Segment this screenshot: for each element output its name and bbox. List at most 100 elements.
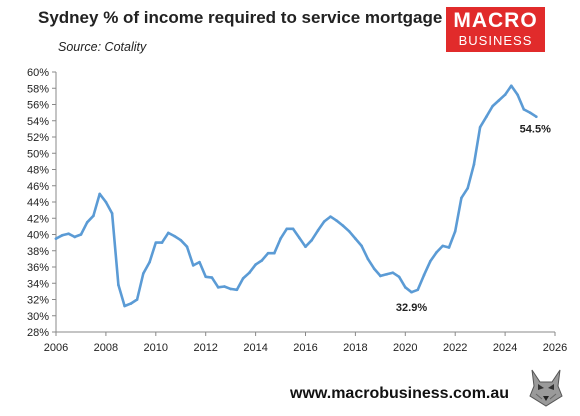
data-point	[73, 235, 77, 239]
data-point	[428, 260, 432, 263]
data-point	[129, 302, 133, 305]
data-point	[354, 237, 357, 240]
data-point	[335, 219, 338, 222]
data-point	[360, 244, 363, 248]
y-tick-label: 44%	[27, 197, 49, 209]
y-tick-label: 48%	[27, 165, 49, 177]
data-point	[516, 93, 519, 97]
data-point	[329, 215, 332, 218]
data-point	[260, 259, 264, 262]
data-point	[491, 104, 494, 108]
y-tick-label: 52%	[27, 132, 49, 144]
y-tick-label: 30%	[27, 311, 49, 323]
y-tick-label: 54%	[27, 116, 49, 128]
data-point	[385, 273, 388, 276]
data-point	[466, 186, 469, 190]
series-line	[54, 84, 538, 308]
data-point	[92, 214, 95, 218]
data-point	[453, 229, 457, 233]
x-tick-label: 2022	[443, 342, 467, 354]
data-point	[478, 125, 482, 129]
y-tick-label: 50%	[27, 148, 49, 160]
data-point	[485, 115, 488, 118]
y-tick-label: 56%	[27, 100, 49, 112]
data-point	[297, 236, 301, 240]
x-tick-label: 2010	[144, 342, 168, 354]
data-point	[210, 276, 214, 279]
data-point	[198, 260, 201, 264]
data-point	[441, 244, 445, 248]
low-value-label: 32.9%	[396, 302, 427, 314]
data-point	[304, 245, 307, 248]
data-point	[204, 275, 207, 279]
data-point	[347, 229, 351, 233]
x-tick-label: 2008	[94, 342, 118, 354]
data-point	[422, 273, 426, 277]
wolf-logo-icon	[526, 366, 566, 408]
data-point	[135, 298, 139, 301]
data-point	[148, 260, 151, 264]
data-point	[404, 286, 407, 289]
x-tick-label: 2026	[543, 342, 567, 354]
y-tick-label: 60%	[27, 67, 49, 79]
chart-source: Source: Cotality	[58, 40, 147, 54]
data-point	[191, 264, 195, 267]
data-point	[229, 287, 232, 291]
data-point	[54, 237, 58, 240]
data-point	[310, 238, 314, 242]
data-point	[67, 232, 70, 235]
chart-title: Sydney % of income required to service m…	[38, 8, 443, 27]
y-tick-label: 28%	[27, 327, 49, 339]
data-point	[142, 272, 145, 275]
data-point	[497, 99, 501, 102]
data-point	[254, 263, 257, 266]
data-point	[110, 212, 114, 215]
data-point	[185, 245, 189, 248]
y-tick-label: 32%	[27, 295, 49, 307]
y-tick-label: 34%	[27, 278, 49, 290]
data-point	[173, 234, 176, 238]
data-point	[522, 108, 526, 111]
data-point	[316, 229, 320, 232]
data-point	[79, 233, 83, 236]
x-tick-label: 2014	[243, 342, 267, 354]
data-point	[391, 271, 395, 274]
data-point	[416, 288, 420, 292]
data-point	[341, 224, 345, 227]
y-tick-label: 58%	[27, 83, 49, 95]
y-tick-label: 38%	[27, 246, 49, 258]
data-point	[279, 237, 282, 240]
y-tick-label: 40%	[27, 230, 49, 242]
data-point	[460, 196, 463, 200]
data-point	[160, 241, 164, 244]
data-point	[223, 285, 226, 288]
footer-url: www.macrobusiness.com.au	[290, 385, 510, 402]
y-tick-label: 36%	[27, 262, 49, 274]
x-tick-label: 2018	[343, 342, 367, 354]
data-point	[98, 192, 101, 196]
y-tick-label: 46%	[27, 181, 49, 193]
data-point	[60, 234, 64, 237]
data-point	[410, 290, 413, 294]
data-point	[379, 274, 382, 278]
data-point	[216, 286, 220, 289]
data-point	[248, 271, 251, 274]
data-point	[273, 251, 276, 255]
x-tick-label: 2020	[393, 342, 417, 354]
data-point	[241, 277, 245, 280]
data-point	[397, 275, 401, 279]
data-point	[503, 93, 507, 97]
data-point	[235, 288, 239, 292]
latest-value-label: 54.5%	[520, 124, 551, 136]
data-point	[510, 84, 513, 88]
data-point	[372, 267, 376, 270]
logo-line-2: BUSINESS	[458, 33, 533, 48]
data-point	[528, 111, 532, 114]
data-point	[154, 241, 158, 244]
data-point	[322, 220, 326, 223]
data-point	[104, 200, 108, 204]
data-point	[291, 227, 295, 231]
data-point	[179, 238, 183, 242]
macrobusiness-logo: MACRO BUSINESS	[446, 7, 545, 52]
